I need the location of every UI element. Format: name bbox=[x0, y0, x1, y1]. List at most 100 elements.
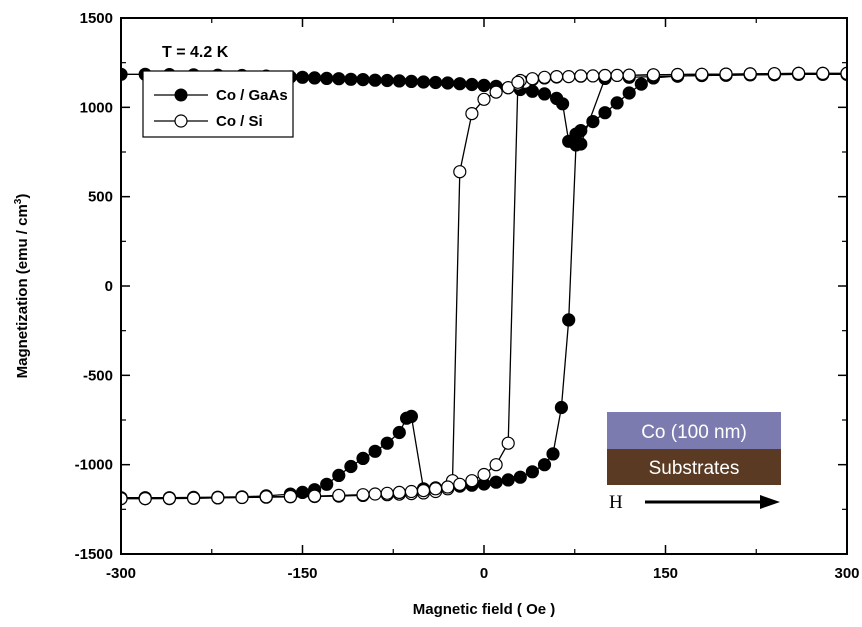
data-point bbox=[513, 470, 527, 484]
y-tick-label: 500 bbox=[88, 189, 113, 206]
data-point bbox=[537, 70, 552, 84]
data-point bbox=[501, 473, 515, 487]
x-tick-label: -150 bbox=[287, 565, 317, 582]
data-point bbox=[187, 491, 201, 505]
legend-marker-gaas bbox=[174, 88, 188, 102]
data-point bbox=[489, 475, 503, 489]
x-tick-label: 0 bbox=[480, 565, 488, 582]
data-point bbox=[598, 68, 612, 83]
data-point bbox=[356, 72, 370, 87]
series-1 bbox=[121, 66, 847, 506]
data-point bbox=[622, 86, 636, 100]
data-point bbox=[489, 85, 503, 99]
data-point bbox=[429, 75, 443, 90]
data-point bbox=[646, 68, 661, 82]
data-point bbox=[416, 484, 431, 498]
data-point bbox=[380, 436, 394, 450]
data-point bbox=[332, 488, 346, 502]
x-tick-label: 150 bbox=[653, 565, 678, 582]
data-point bbox=[489, 458, 503, 472]
data-point bbox=[610, 68, 624, 83]
data-point bbox=[121, 67, 128, 81]
data-point bbox=[670, 67, 685, 82]
y-tick-label: -1000 bbox=[75, 457, 113, 474]
data-point bbox=[392, 74, 406, 88]
data-point bbox=[453, 77, 467, 91]
data-point bbox=[356, 488, 370, 502]
data-point bbox=[465, 106, 479, 121]
legend-label-gaas: Co / GaAs bbox=[216, 87, 288, 104]
data-point bbox=[622, 68, 636, 82]
y-axis-title-main: Magnetization (emu / cm bbox=[14, 204, 31, 378]
data-point bbox=[634, 77, 648, 91]
legend-box bbox=[142, 70, 294, 138]
data-point bbox=[719, 67, 733, 81]
y-tick-label: -1500 bbox=[75, 546, 113, 563]
temperature-annotation: T = 4.2 K bbox=[162, 44, 229, 61]
data-point bbox=[610, 96, 624, 110]
x-tick-label: 300 bbox=[834, 565, 859, 582]
data-point bbox=[816, 66, 830, 81]
data-point bbox=[162, 491, 176, 505]
data-point bbox=[465, 77, 479, 92]
x-axis-title: Magnetic field ( Oe ) bbox=[413, 601, 556, 618]
data-point bbox=[392, 485, 406, 499]
data-point bbox=[404, 484, 418, 499]
y-axis-title: Magnetization (emu / cm3) bbox=[13, 194, 31, 379]
data-point bbox=[121, 492, 128, 506]
data-point bbox=[368, 444, 382, 458]
data-point bbox=[549, 91, 564, 106]
series-line bbox=[121, 72, 847, 500]
y-tick-label: 1000 bbox=[80, 99, 113, 116]
data-point bbox=[400, 411, 414, 425]
data-point bbox=[767, 67, 782, 81]
data-point bbox=[453, 165, 467, 179]
data-point bbox=[404, 74, 418, 89]
data-point bbox=[525, 72, 540, 86]
data-point bbox=[235, 490, 249, 504]
data-point bbox=[477, 92, 491, 106]
y-tick-label: 1500 bbox=[80, 10, 113, 27]
data-point bbox=[537, 458, 552, 472]
data-point bbox=[356, 451, 370, 465]
inset-co-label: Co (100 nm) bbox=[641, 422, 747, 443]
data-point bbox=[791, 66, 806, 81]
data-point bbox=[562, 313, 576, 327]
data-point bbox=[477, 78, 491, 93]
data-point bbox=[554, 400, 569, 415]
data-point bbox=[840, 66, 847, 80]
inset-field-arrow-head bbox=[760, 495, 780, 509]
data-point bbox=[441, 76, 455, 90]
data-point bbox=[574, 69, 588, 83]
data-point bbox=[586, 69, 600, 83]
inset-substrate-layer bbox=[607, 449, 781, 485]
data-point bbox=[368, 73, 382, 87]
data-point bbox=[308, 489, 322, 503]
data-point bbox=[501, 436, 515, 450]
data-point bbox=[598, 106, 612, 120]
data-point bbox=[283, 489, 297, 504]
data-point bbox=[344, 72, 358, 86]
data-point bbox=[344, 459, 358, 474]
data-point bbox=[441, 480, 455, 494]
data-point bbox=[295, 70, 310, 84]
data-point bbox=[320, 477, 334, 491]
data-point bbox=[211, 491, 225, 505]
data-point bbox=[259, 490, 273, 504]
y-tick-label: -500 bbox=[83, 367, 113, 384]
inset-co-layer bbox=[607, 412, 781, 449]
data-point bbox=[380, 73, 394, 88]
data-point bbox=[308, 71, 322, 85]
data-point bbox=[429, 482, 443, 496]
data-point bbox=[368, 487, 382, 501]
data-point bbox=[546, 447, 560, 461]
data-point bbox=[511, 75, 525, 89]
legend-label-si: Co / Si bbox=[216, 113, 263, 130]
data-point bbox=[569, 138, 583, 152]
data-point bbox=[453, 477, 467, 491]
data-point bbox=[525, 465, 540, 479]
y-tick-label: 0 bbox=[105, 278, 113, 295]
data-point bbox=[392, 425, 406, 440]
y-axis-title-sup: 3 bbox=[13, 198, 24, 204]
